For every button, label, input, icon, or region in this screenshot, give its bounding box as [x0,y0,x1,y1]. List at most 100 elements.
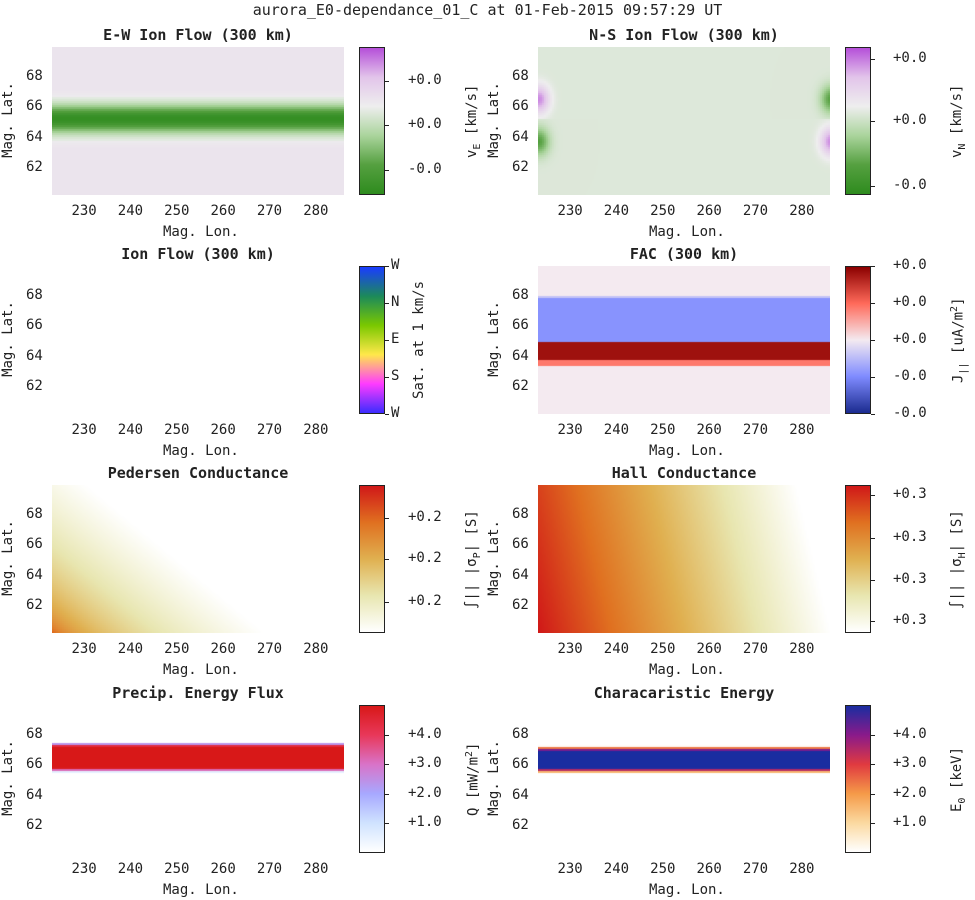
ion-ytick-label: 66 [26,317,43,334]
hall-xtick-label: 250 [650,641,676,657]
ew-colorbar [359,47,385,195]
hall-colorbar-label: ∫|| |σH| [S] [949,509,968,609]
flux-heatmap [52,705,344,853]
ew-ylabel: Mag. Lat. [0,82,16,158]
fac-xtick-label: 230 [557,422,583,438]
ped-colorbar-tick-label: +0.2 [408,550,442,566]
ns-xtick-label: 260 [696,203,722,219]
ion-heatmap-image [52,266,344,414]
hall-ytick-label: 64 [512,566,529,583]
ew-panel-title: E-W Ion Flow (300 km) [103,26,293,44]
hall-xtick-label: 280 [789,641,815,657]
ion-ytick-label: 64 [26,347,43,364]
ns-colorbar-tick-label: -0.0 [893,177,927,194]
hall-colorbar-tick-label: +0.3 [893,486,927,503]
hall-colorbar-tick [871,621,875,622]
flux-heatmap-image [52,705,344,853]
ped-xtick-label: 240 [117,641,144,657]
ped-heatmap-image [52,485,344,633]
fac-colorbar-tick-label: +0.0 [893,331,927,347]
ew-colorbar-tick-label: +0.0 [408,116,442,133]
ew-xtick-label: 230 [71,203,97,219]
ns-panel-title: N-S Ion Flow (300 km) [589,26,779,44]
ped-colorbar-tick-label: +0.2 [408,508,442,525]
flux-xtick-label: 230 [71,861,97,877]
energy-xtick-label: 240 [603,861,630,877]
hall-panel-title: Hall Conductance [611,464,757,482]
energy-xtick-label: 230 [557,861,583,877]
flux-colorbar-tick-label: +3.0 [408,755,442,772]
hall-xtick-label: 270 [742,641,769,657]
ns-xtick-label: 270 [742,203,769,219]
flux-panel-title: Precip. Energy Flux [112,684,284,702]
ion-xtick-label: 250 [164,422,190,438]
ns-ytick-label: 66 [512,98,529,115]
ew-ytick-label: 68 [26,68,43,85]
ped-panel-title: Pedersen Conductance [107,464,289,482]
flux-colorbar-tick [385,823,389,824]
ew-xtick-label: 260 [210,203,236,219]
flux-colorbar-tick [385,735,389,736]
ion-panel-title: Ion Flow (300 km) [121,245,275,263]
flux-ytick-label: 62 [26,816,43,833]
ion-xtick-label: 260 [210,422,236,438]
flux-ytick-label: 66 [26,756,43,773]
ns-colorbar-tick-label: +0.0 [893,112,927,128]
energy-colorbar [845,705,871,853]
hall-heatmap [538,485,830,633]
flux-colorbar-tick-label: +2.0 [408,784,442,801]
energy-colorbar-tick [871,823,875,824]
ion-colorbar-tick-label: E [391,331,400,347]
fac-xtick-label: 260 [696,422,722,438]
hall-colorbar-tick [871,538,875,539]
ped-xlabel: Mag. Lon. [163,662,239,678]
ew-colorbar-tick [385,125,389,126]
ion-xtick-label: 270 [256,422,283,438]
ns-xtick-label: 280 [789,203,815,219]
ew-ytick-label: 62 [26,158,43,175]
flux-ytick-label: 68 [26,726,43,743]
ped-xtick-label: 250 [164,641,190,657]
ns-xtick-label: 250 [650,203,676,219]
fac-colorbar-tick [871,266,875,267]
ns-colorbar-tick [871,186,875,187]
hall-colorbar-tick [871,495,875,496]
fac-ylabel: Mag. Lat. [485,301,502,377]
hall-xlabel: Mag. Lon. [649,662,725,678]
energy-colorbar-tick-label: +2.0 [893,784,927,801]
flux-xtick-label: 280 [303,861,329,877]
ew-xtick-label: 270 [256,203,283,219]
flux-colorbar-tick [385,764,389,765]
ion-xlabel: Mag. Lon. [163,443,239,459]
hall-heatmap-image [538,485,830,633]
ion-colorbar-tick-label: W [391,257,400,273]
energy-colorbar-tick-label: +4.0 [893,725,927,742]
ew-colorbar-tick-label: -0.0 [408,160,442,177]
ew-heatmap [52,47,344,195]
ion-colorbar-tick-label: S [391,368,400,384]
fac-ytick-label: 66 [512,317,529,334]
fac-colorbar-tick [871,340,875,341]
flux-colorbar-tick-label: +1.0 [408,814,442,831]
energy-ytick-label: 68 [512,726,529,743]
ped-colorbar [359,485,385,633]
ns-colorbar-tick [871,59,875,60]
ew-heatmap-image [52,47,344,195]
energy-heatmap [538,705,830,853]
flux-ytick-label: 64 [26,786,43,803]
ew-ytick-label: 64 [26,128,43,145]
energy-colorbar-tick [871,764,875,765]
hall-ytick-label: 68 [512,506,529,523]
ew-xtick-label: 240 [117,203,144,219]
fac-colorbar-tick-label: -0.0 [893,368,927,384]
hall-ylabel: Mag. Lat. [485,520,502,596]
ped-xtick-label: 230 [71,641,97,657]
flux-colorbar-tick-label: +4.0 [408,725,442,742]
fac-ytick-label: 64 [512,347,529,364]
hall-colorbar-tick-label: +0.3 [893,529,927,546]
ns-ytick-label: 62 [512,158,529,175]
hall-colorbar-tick-label: +0.3 [893,612,927,629]
energy-ytick-label: 62 [512,816,529,833]
ped-ytick-label: 66 [26,536,43,553]
ped-ytick-label: 68 [26,506,43,523]
